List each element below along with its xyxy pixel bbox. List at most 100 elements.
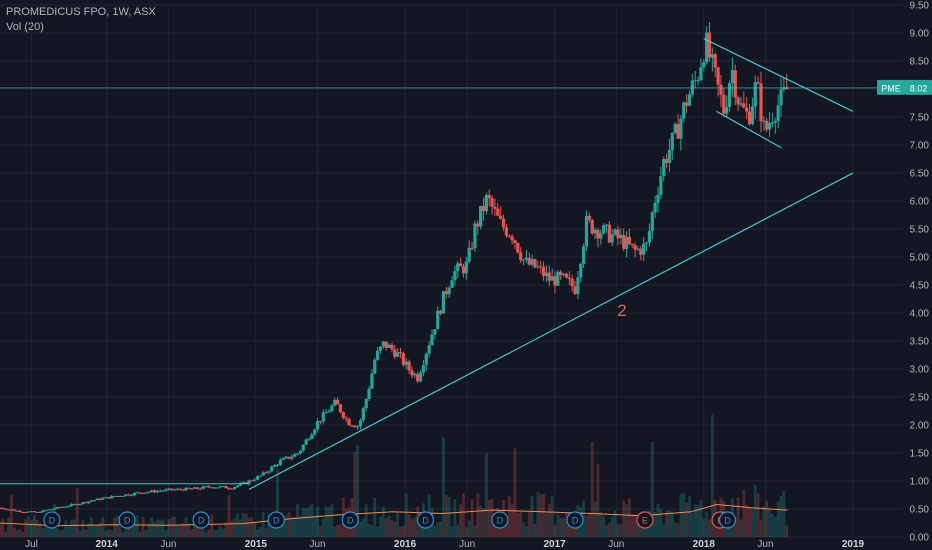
volume-bar	[736, 497, 740, 537]
candle-body	[150, 490, 154, 492]
candle-body	[644, 242, 649, 244]
volume-bar	[459, 504, 463, 537]
volume-bar	[739, 519, 743, 537]
candle-body	[29, 511, 34, 513]
candle-body	[4, 508, 8, 510]
volume-bar	[630, 514, 634, 537]
candle-body	[521, 259, 526, 261]
candle-body	[378, 346, 383, 351]
candle-body	[278, 460, 282, 465]
candle-body	[270, 466, 274, 472]
volume-bar	[779, 496, 783, 537]
volume-bar	[690, 513, 694, 537]
candle-body	[596, 229, 600, 239]
volume-bar	[453, 499, 457, 537]
candle-body	[210, 487, 214, 489]
y-tick-label: 5.00	[910, 253, 930, 264]
y-tick-label: 5.50	[910, 225, 930, 236]
candle-body	[396, 352, 400, 357]
candle-body	[98, 498, 102, 500]
candle-body	[441, 291, 446, 314]
volume-bar	[298, 516, 302, 537]
candle-body	[281, 458, 285, 461]
volume-bar	[447, 496, 451, 537]
candle-body	[327, 411, 331, 413]
volume-bar	[676, 523, 680, 537]
volume-bar	[659, 508, 663, 537]
candle-body	[461, 266, 466, 274]
candle-body	[267, 471, 271, 473]
volume-bar	[218, 526, 222, 537]
volume-bar	[12, 527, 16, 537]
candle-body	[293, 454, 297, 457]
candle-body	[456, 263, 460, 272]
volume-bar	[507, 495, 511, 537]
y-tick-label: 6.00	[910, 197, 930, 208]
volume-bar	[307, 506, 311, 537]
volume-bar	[527, 511, 531, 537]
volume-bar	[559, 518, 563, 537]
candle-body	[198, 488, 202, 490]
volume-bar	[244, 513, 248, 537]
candle-body	[530, 259, 534, 265]
volume-bar	[542, 494, 545, 537]
volume-bar	[221, 528, 225, 537]
candle-body	[699, 67, 703, 80]
candle-body	[722, 94, 726, 114]
candle-body	[670, 132, 674, 150]
volume-bar	[144, 529, 148, 537]
x-tick-label: Jun	[608, 539, 624, 550]
volume-bar	[210, 514, 214, 537]
volume-bar	[95, 525, 99, 537]
volume-bar	[410, 518, 414, 537]
candle-body	[541, 266, 546, 277]
candle-body	[284, 456, 288, 459]
volume-bar	[178, 526, 182, 537]
volume-bar	[147, 523, 151, 537]
candle-body	[78, 503, 82, 505]
candle-body	[430, 334, 434, 346]
candle-body	[221, 486, 225, 488]
volume-bar	[267, 513, 271, 537]
x-tick-label: Jun	[757, 539, 773, 550]
candle-body	[616, 229, 620, 239]
candle-body	[212, 487, 217, 489]
volume-bar	[705, 511, 709, 537]
volume-bar	[87, 523, 91, 537]
candle-body	[167, 488, 171, 490]
candle-body	[172, 489, 177, 491]
candle-body	[464, 261, 468, 274]
volume-bar	[464, 526, 468, 537]
volume-bar	[373, 497, 377, 537]
volume-bar	[433, 525, 437, 537]
earnings-marker	[636, 511, 654, 529]
volume-bar	[150, 517, 154, 537]
candle-body	[436, 310, 440, 330]
y-tick-label: 1.50	[910, 449, 930, 460]
candle-body	[727, 83, 732, 108]
volume-bar	[121, 531, 125, 537]
volume-bar	[296, 503, 299, 537]
candle-body	[393, 349, 397, 357]
candle-body	[47, 509, 51, 511]
volume-bar	[187, 523, 191, 537]
candle-body	[35, 511, 39, 513]
candle-body	[424, 353, 428, 366]
volume-ma-line	[0, 503, 788, 527]
candle-body	[556, 271, 560, 286]
candle-body	[619, 234, 623, 239]
volume-bar	[436, 522, 440, 537]
candle-body	[773, 120, 777, 123]
volume-bar	[247, 517, 251, 537]
volume-bar	[670, 511, 674, 537]
candle-body	[696, 79, 700, 81]
volume-bar	[476, 493, 480, 537]
volume-bar	[547, 504, 551, 537]
volume-bar	[656, 503, 660, 537]
volume-bar	[118, 527, 122, 537]
candle-body	[38, 511, 42, 513]
candle-body	[416, 373, 420, 382]
volume-bar	[230, 520, 234, 537]
